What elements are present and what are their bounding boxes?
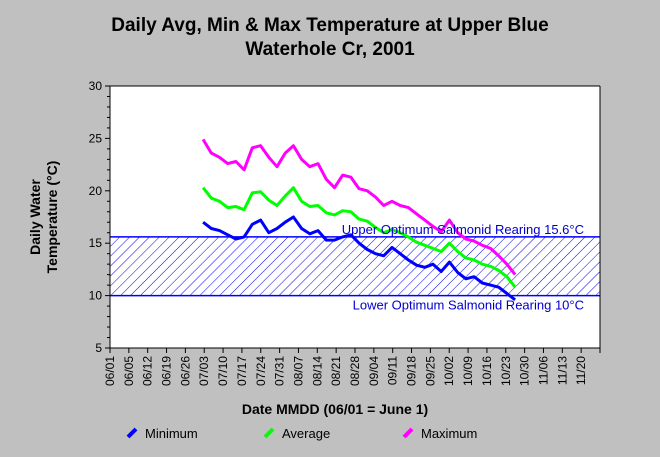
- x-tick-label: 08/28: [348, 356, 362, 386]
- x-tick-label: 07/10: [216, 356, 230, 386]
- x-tick-label: 06/26: [178, 356, 192, 386]
- y-axis-title-line-2: Temperature (°C): [44, 161, 60, 274]
- y-tick-label: 25: [89, 131, 103, 145]
- x-tick-label: 07/24: [254, 356, 268, 386]
- lower-threshold-label: Lower Optimum Salmonid Rearing 10°C: [353, 298, 584, 313]
- legend-swatch-minimum: [126, 427, 138, 439]
- y-tick-label: 20: [89, 184, 103, 198]
- x-tick-label: 07/31: [273, 356, 287, 386]
- chart-title-line-2: Waterhole Cr, 2001: [245, 39, 415, 60]
- x-tick-label: 10/09: [461, 356, 475, 386]
- x-tick-label: 11/20: [574, 356, 588, 385]
- x-tick-label: 09/11: [386, 356, 400, 385]
- y-tick-label: 10: [89, 289, 103, 303]
- y-axis-title-line-1: Daily Water: [27, 179, 43, 255]
- x-tick-label: 07/03: [197, 356, 211, 386]
- upper-threshold-label: Upper Optimum Salmonid Rearing 15.6°C: [342, 222, 584, 237]
- legend: Minimum Average Maximum: [126, 426, 477, 441]
- x-tick-label: 06/01: [103, 356, 117, 386]
- legend-swatch-average: [263, 427, 275, 439]
- x-tick-label: 06/05: [122, 356, 136, 386]
- x-tick-label: 09/18: [405, 356, 419, 386]
- y-tick-label: 5: [95, 341, 102, 355]
- chart-title: Daily Avg, Min & Max Temperature at Uppe…: [0, 14, 660, 62]
- series-line-minimum: [202, 215, 517, 301]
- x-tick-label: 08/21: [329, 356, 343, 386]
- y-tick-label: 30: [89, 79, 103, 93]
- x-tick-label: 06/12: [141, 356, 155, 386]
- legend-label-maximum: Maximum: [421, 426, 477, 441]
- x-tick-label: 10/30: [518, 356, 532, 386]
- series-line-average: [201, 186, 517, 289]
- x-tick-label: 11/06: [536, 356, 550, 385]
- legend-label-average: Average: [282, 426, 330, 441]
- reference-band-layer: [110, 236, 600, 297]
- x-tick-label: 09/04: [367, 356, 381, 386]
- x-tick-label: 06/19: [160, 356, 174, 386]
- x-tick-label: 10/16: [480, 356, 494, 386]
- x-axis-title: Date MMDD (06/01 = June 1): [242, 401, 428, 417]
- x-tick-label: 10/02: [442, 356, 456, 386]
- legend-swatch-maximum: [402, 427, 414, 439]
- axis-layer: 5 10 15 20 25 30 06/01 06/05 06/12 06/19 06/26 07/0…: [89, 79, 601, 386]
- series-line-maximum: [201, 138, 517, 276]
- x-tick-label: 11/13: [555, 356, 569, 385]
- x-tick-label: 09/25: [423, 356, 437, 386]
- x-tick-label: 08/14: [310, 356, 324, 386]
- x-tick-label: 08/07: [291, 356, 305, 386]
- legend-label-minimum: Minimum: [145, 426, 198, 441]
- y-tick-label: 15: [89, 236, 103, 250]
- series-layer: Upper Optimum Salmonid Rearing 15.6°C Low…: [201, 138, 584, 313]
- x-tick-label: 07/17: [235, 356, 249, 386]
- chart-title-line-1: Daily Avg, Min & Max Temperature at Uppe…: [111, 15, 549, 36]
- x-tick-label: 10/23: [499, 356, 513, 386]
- optimum-band-fill: [110, 236, 600, 296]
